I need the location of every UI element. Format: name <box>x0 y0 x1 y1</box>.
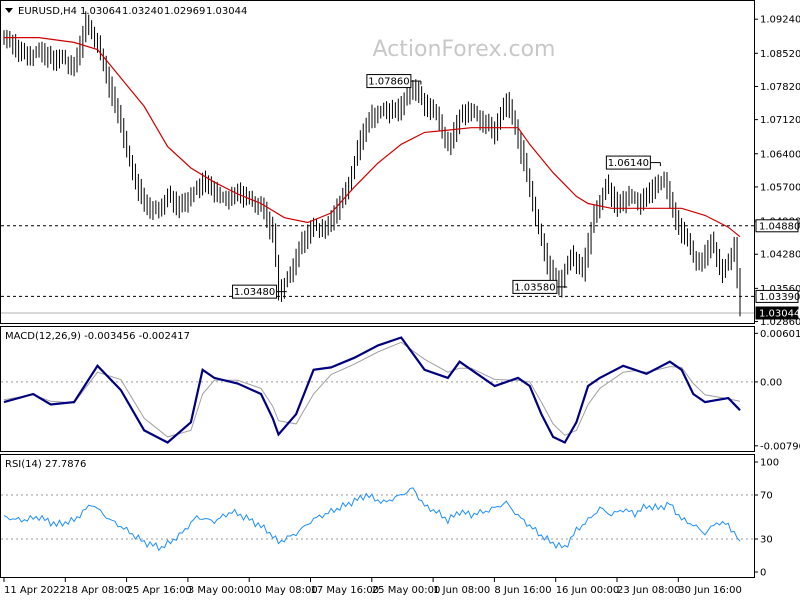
annotation-box <box>232 284 278 299</box>
macd-header: MACD(12,26,9) -0.003456 -0.002417 <box>5 331 190 342</box>
price-axis-tick-label: 1.04280 <box>760 250 800 261</box>
price-header-symbol: EURUSD,H4 <box>18 6 77 17</box>
price-axis-tick-label: 1.02860 <box>760 317 800 328</box>
x-axis-tick-label: 17 May 16:00 <box>311 585 380 596</box>
annotation-label: 1.06140 <box>608 158 649 169</box>
price-axis-tick-label: 1.07820 <box>760 82 800 93</box>
macd-axis-tick-label: 0.00 <box>760 377 782 388</box>
annotation-label: 1.07860 <box>368 77 409 88</box>
price-axis-tick-label: 1.03560 <box>760 284 800 295</box>
x-axis-tick-label: 16 Jun 00:00 <box>556 585 620 596</box>
x-axis-tick-label: 11 Apr 2022 <box>4 585 66 596</box>
x-axis-tick-label: 25 May 00:00 <box>372 585 441 596</box>
x-axis-tick-label: 18 Apr 08:00 <box>65 585 130 596</box>
price-header-low: 1.02969 <box>164 6 205 17</box>
price-axis-tick-label: 1.09240 <box>760 15 800 26</box>
macd-signal-line <box>3 341 741 438</box>
x-axis-tick-label: 3 May 00:00 <box>188 585 250 596</box>
x-axis-tick-label: 30 Jun 16:00 <box>678 585 742 596</box>
price-axis-tick-label: 1.07120 <box>760 115 800 126</box>
rsi-axis-tick-label: 100 <box>760 458 779 469</box>
annotation-box <box>605 155 651 170</box>
moving-average-line <box>4 37 741 238</box>
rsi-axis-tick-label: 0 <box>760 568 766 579</box>
price-badge-label: 1.03044 <box>759 308 800 319</box>
macd-pane-frame <box>0 326 755 452</box>
x-axis-tick-label: 10 May 08:00 <box>249 585 318 596</box>
price-header-close: 1.03044 <box>206 6 247 17</box>
annotation-label: 1.03480 <box>234 287 275 298</box>
price-header-high: 1.03240 <box>122 6 163 17</box>
rsi-header: RSI(14) 27.7876 <box>5 459 86 470</box>
rsi-pane-frame <box>0 454 755 578</box>
macd-axis-tick-label: 0.006012 <box>760 329 800 340</box>
annotation-box <box>366 74 412 89</box>
price-pane-frame <box>0 0 755 324</box>
x-axis-tick-label: 8 Jun 16:00 <box>494 585 551 596</box>
rsi-axis-tick-label: 70 <box>760 491 773 502</box>
price-badge-label: 1.03390 <box>759 292 800 303</box>
macd-axis-tick-label: -0.007907 <box>760 441 800 452</box>
x-axis-tick-label: 25 Apr 16:00 <box>127 585 192 596</box>
x-axis-tick-label: 23 Jun 08:00 <box>617 585 681 596</box>
price-badge <box>755 306 799 320</box>
price-axis-tick-label: 1.08520 <box>760 49 800 60</box>
symbol-marker-icon <box>5 8 13 13</box>
price-badge <box>755 289 799 303</box>
price-axis-tick-label: 1.06400 <box>760 149 800 160</box>
price-badge-label: 1.04880 <box>759 221 800 232</box>
x-axis-tick-label: 1 Jun 08:00 <box>433 585 490 596</box>
macd-macd-line <box>3 336 741 444</box>
rsi-axis-tick-label: 30 <box>760 535 773 546</box>
watermark: ActionForex.com <box>373 37 556 62</box>
price-badge <box>755 219 799 233</box>
price-axis-tick-label: 1.05700 <box>760 182 800 193</box>
annotation-label: 1.03580 <box>514 282 555 293</box>
rsi-line <box>3 487 741 552</box>
annotation-box <box>512 279 558 294</box>
price-header-open: 1.03064 <box>80 6 121 17</box>
